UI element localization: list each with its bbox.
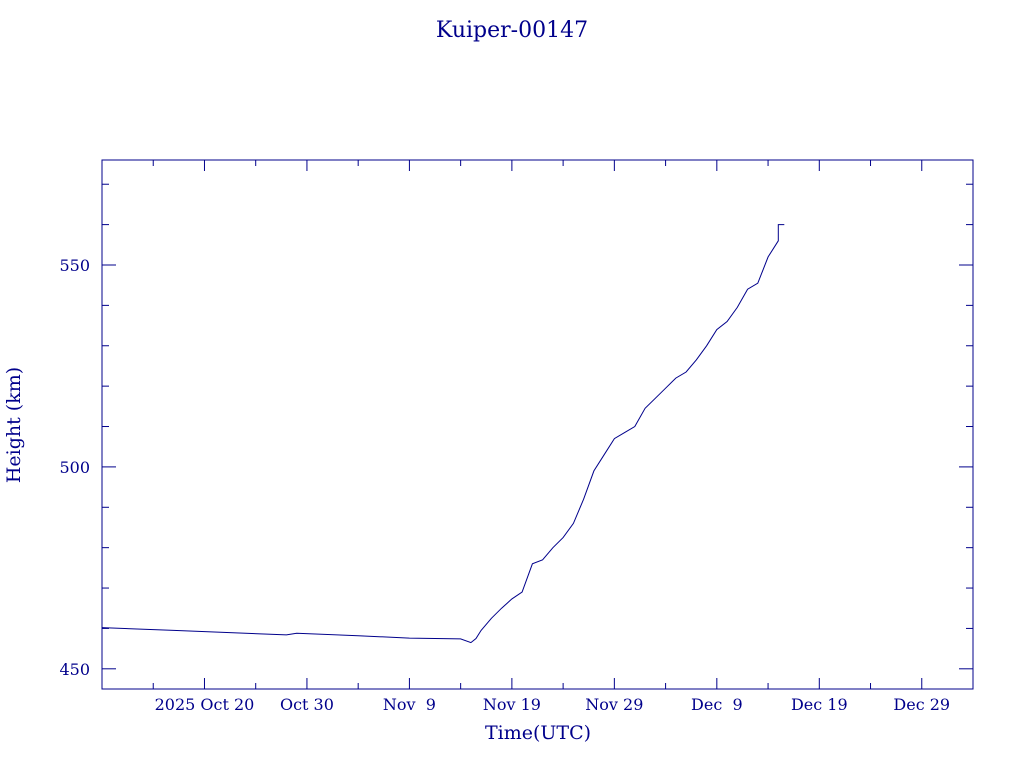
x-tick-label: Dec 9 — [691, 695, 743, 714]
axis-ticks — [101, 160, 974, 689]
tick-labels: 2025 Oct 20 Oct 30 Nov 9 Nov 19 Nov 29 Dec 9 D… — [59, 256, 950, 714]
x-tick-label: Nov 19 — [483, 695, 541, 714]
x-tick-label: 2025 Oct 20 — [155, 695, 255, 714]
y-tick-label: 550 — [59, 256, 90, 275]
x-tick-label: Dec 19 — [791, 695, 848, 714]
x-axis-title: Time(UTC) — [485, 722, 591, 744]
y-tick-label: 450 — [59, 660, 90, 679]
plot-frame — [101, 159, 974, 690]
y-axis-title: Height (km) — [3, 367, 25, 483]
x-tick-label: Nov 9 — [383, 695, 436, 714]
y-tick-label: 500 — [59, 458, 90, 477]
x-tick-label: Dec 29 — [893, 695, 950, 714]
chart-title: Kuiper-00147 — [436, 18, 588, 43]
x-tick-label: Oct 30 — [280, 695, 334, 714]
series-line — [101, 224, 785, 644]
x-tick-label: Nov 29 — [585, 695, 643, 714]
